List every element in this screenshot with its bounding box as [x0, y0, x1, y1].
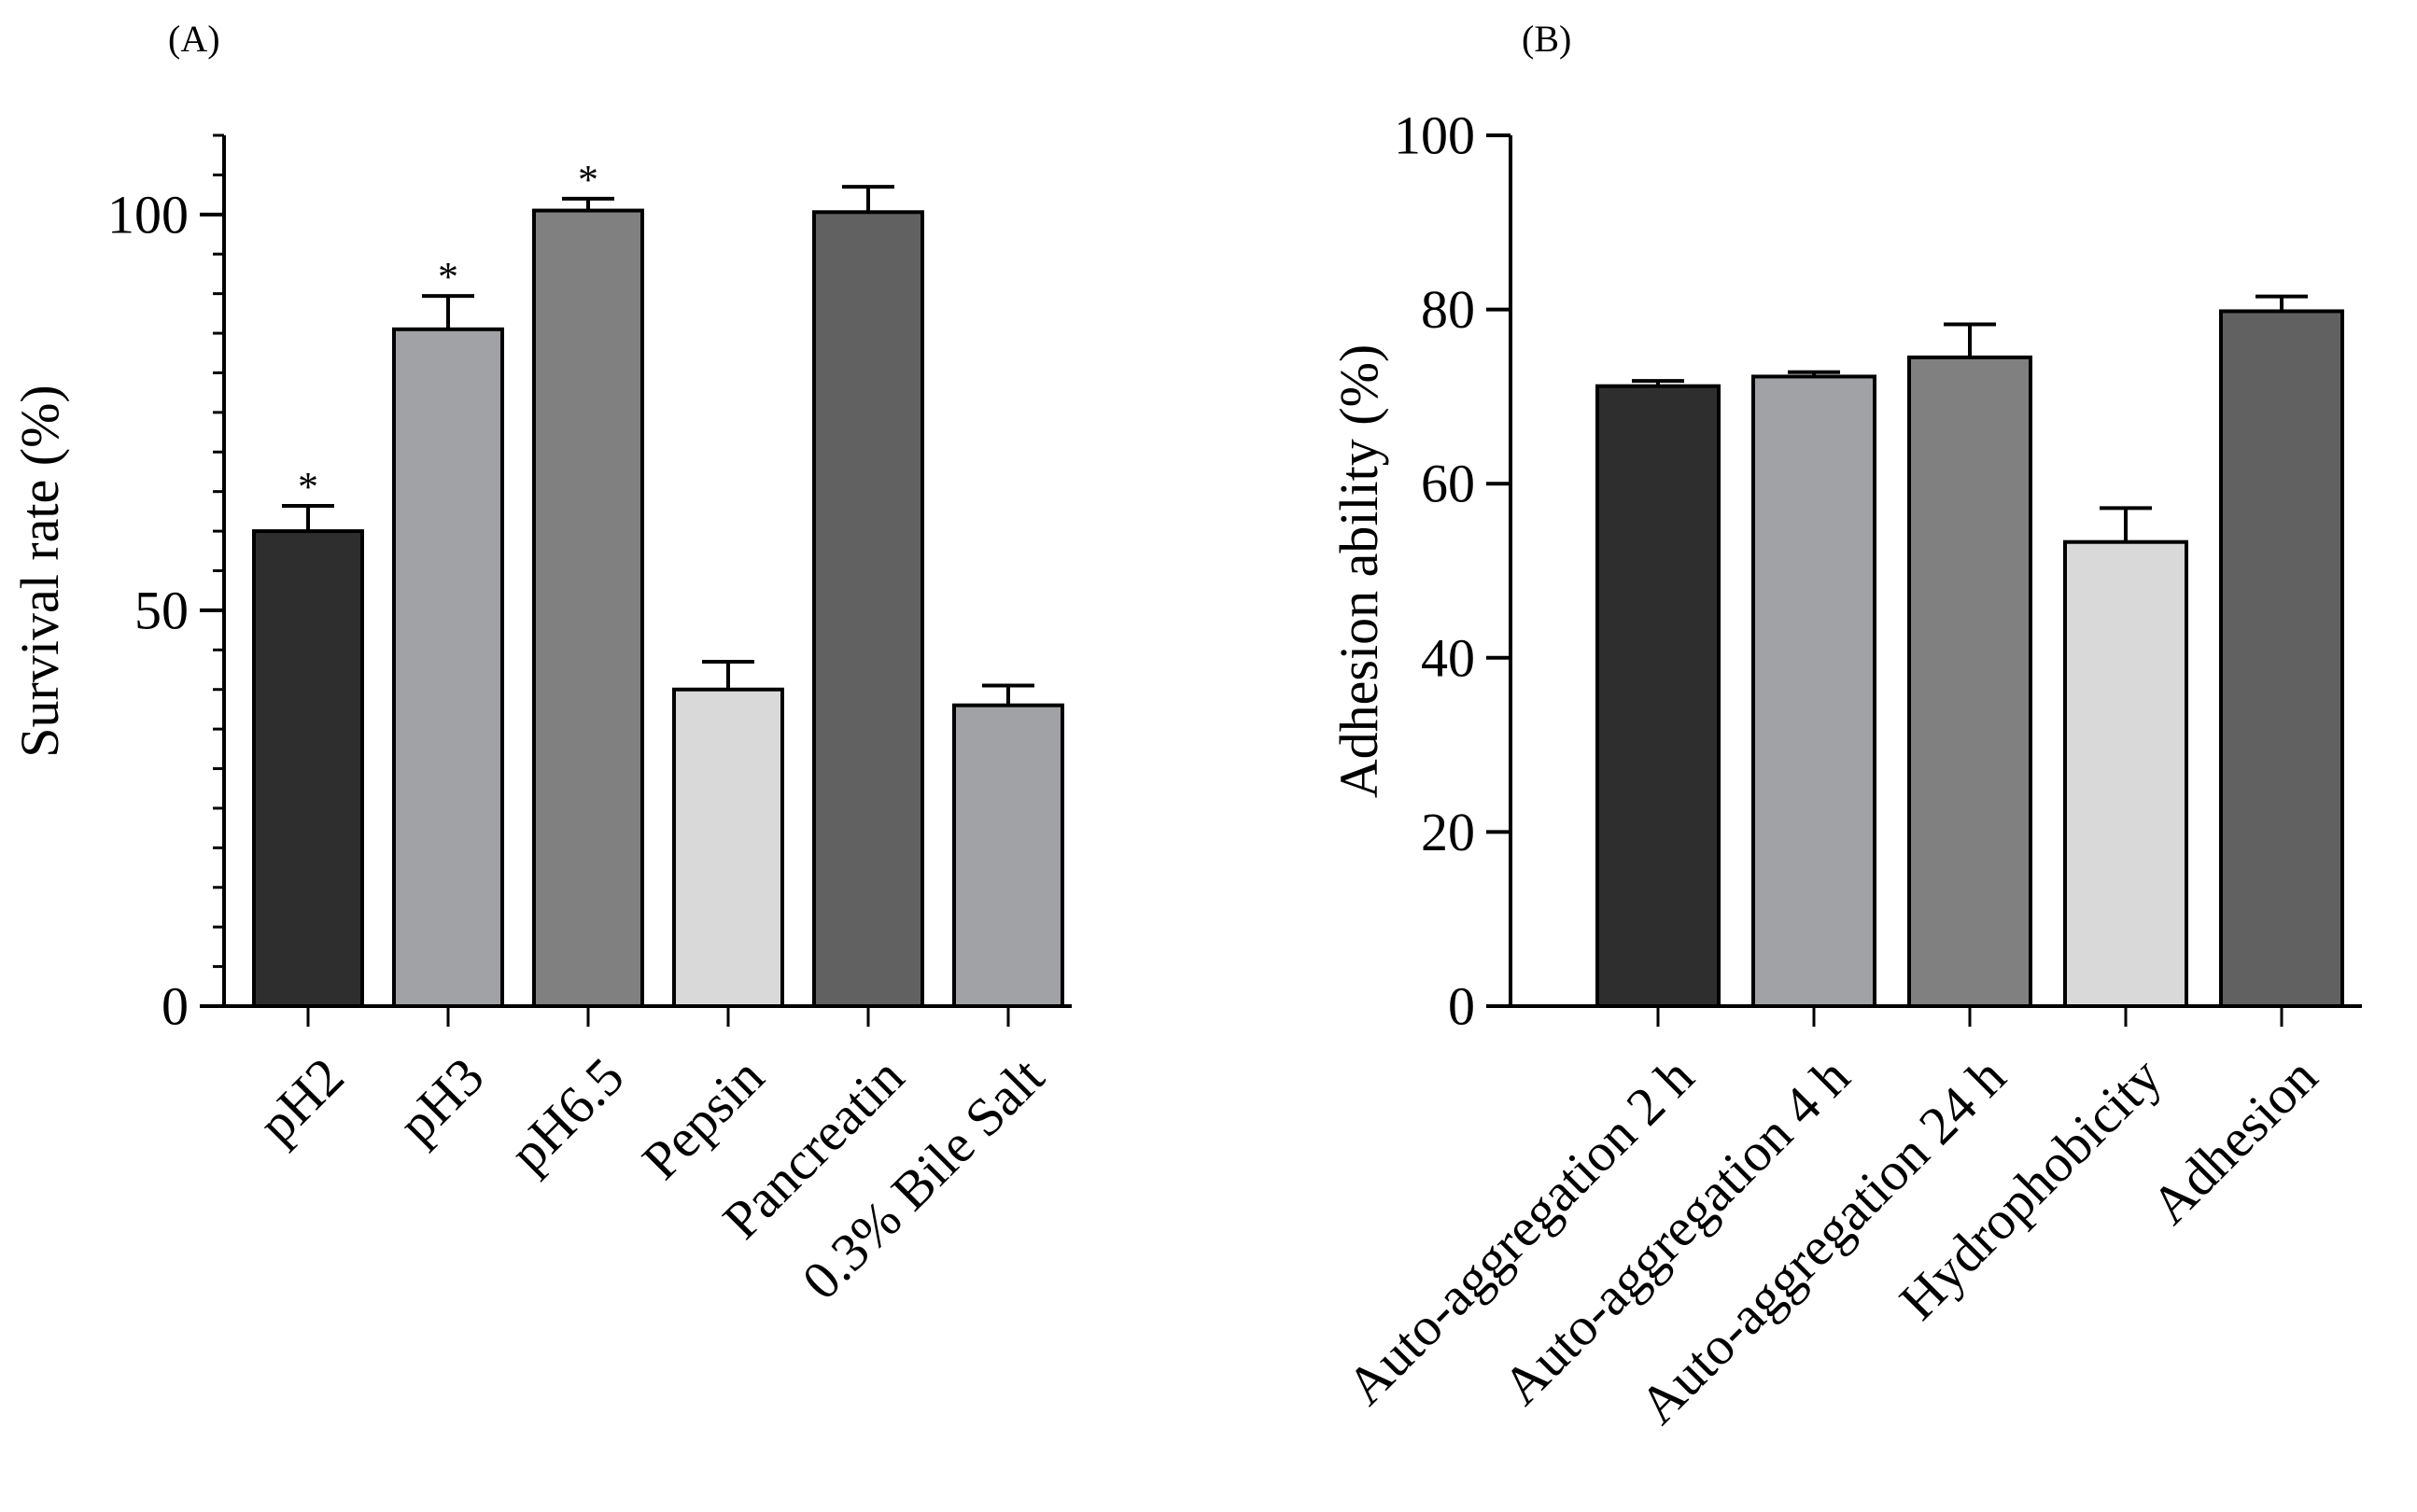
- panel-a-bars: * * *: [252, 157, 1064, 1009]
- panel-b-error-bar-3: [1944, 322, 1996, 357]
- panel-b-y-tick-label-1: 0: [1448, 976, 1475, 1037]
- panel-b-error-bar-2: [1788, 370, 1840, 377]
- panel-a-error-bar-3: [562, 196, 614, 211]
- panel-a-category-label-3: pH6.5: [498, 1046, 635, 1183]
- panel-b-error-bar-4: [2100, 506, 2152, 542]
- panel-a-significance-mark-1: *: [298, 464, 318, 510]
- panel-a-error-bar-1: [282, 503, 334, 532]
- panel-a-error-bar-4: [702, 660, 754, 690]
- panel-b-bar-1: [1595, 384, 1721, 1009]
- panel-a-y-tick-label-2: 50: [134, 580, 189, 640]
- panel-a-y-axis-title: Survival rate (%): [9, 385, 70, 757]
- panel-b-bar-5: [2219, 309, 2344, 1008]
- panel-b-y-tick-label-4: 60: [1421, 454, 1475, 514]
- panel-b-bar-3: [1907, 355, 2032, 1009]
- panel-a-bar-3: [532, 208, 644, 1008]
- panel-b-bars: [1595, 294, 2344, 1009]
- panel-b-y-tick-label-5: 80: [1421, 279, 1475, 340]
- panel-a-bar-2: [392, 327, 504, 1008]
- panel-a-y-tick-label-3: 100: [107, 184, 189, 245]
- panel-a-category-label-1: pH2: [246, 1046, 356, 1155]
- panel-a-significance-mark-3: *: [578, 157, 598, 203]
- panel-a-chart: (A) Survival rate (%) *** pH2 pH3 pH6.5Pep…: [9, 18, 1072, 1311]
- panel-a-bar-5: [812, 210, 924, 1009]
- panel-a-bar-1: [252, 529, 364, 1008]
- panel-a-bar-4: [672, 687, 784, 1009]
- panel-a-label: (A): [168, 18, 220, 60]
- panel-b-error-bar-5: [2255, 294, 2308, 312]
- panel-a-y-tick-label-1: 0: [162, 976, 189, 1037]
- panel-a-error-bar-2: [422, 294, 474, 329]
- panel-b-y-axis-title: Adhesion ability (%): [1328, 344, 1389, 798]
- panel-b-chart: (B) Adhesion ability (%) Auto-aggregatio…: [1328, 18, 2362, 1435]
- panel-b-y-tick-label-2: 20: [1421, 802, 1475, 862]
- panel-b-bar-4: [2063, 539, 2188, 1008]
- panel-b-y-tick-label-3: 40: [1421, 627, 1475, 688]
- panel-a-bar-6: [952, 703, 1064, 1008]
- panel-a-category-label-2: pH3: [386, 1046, 496, 1155]
- panel-a-error-bar-5: [842, 185, 894, 213]
- panel-b-y-tick-label-6: 100: [1394, 105, 1475, 166]
- panel-b-error-bar-1: [1632, 379, 1684, 386]
- panel-b-category-label-5: Adhesion: [2139, 1046, 2328, 1236]
- panel-b-label: (B): [1522, 18, 1571, 60]
- panel-a-category-label-6: 0.3% Bile Salt: [791, 1046, 1056, 1311]
- panel-a-significance-mark-2: *: [438, 254, 458, 300]
- panel-b-bar-2: [1751, 374, 1876, 1009]
- panel-a-error-bar-6: [982, 683, 1034, 706]
